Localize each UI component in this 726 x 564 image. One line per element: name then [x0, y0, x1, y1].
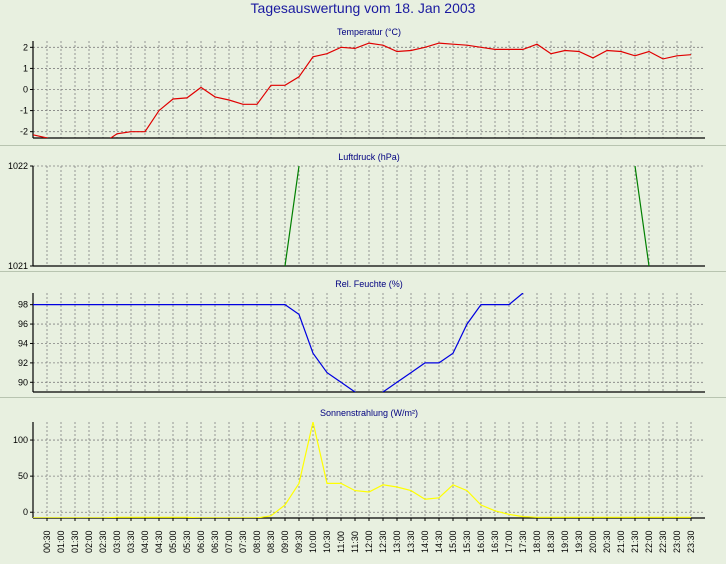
y-tick-label: 96: [18, 319, 28, 329]
panel-title: Rel. Feuchte (%): [335, 279, 403, 289]
x-tick-label: 06:00: [196, 530, 206, 553]
x-tick-label: 14:00: [420, 530, 430, 553]
series-line: [284, 166, 300, 266]
x-tick-label: 12:00: [364, 530, 374, 553]
x-tick-label: 12:30: [378, 530, 388, 553]
x-tick-label: 05:30: [182, 530, 192, 553]
y-tick-label: 50: [18, 471, 28, 481]
y-tick-label: -2: [20, 127, 28, 137]
series-line: [33, 42, 692, 138]
x-tick-label: 02:00: [84, 530, 94, 553]
x-tick-label: 17:30: [518, 530, 528, 553]
x-tick-label: 10:30: [322, 530, 332, 553]
page-title: Tagesauswertung vom 18. Jan 2003: [250, 0, 476, 16]
panel-divider: [0, 271, 726, 272]
panel-title: Temperatur (°C): [337, 27, 401, 37]
x-tick-label: 15:30: [462, 530, 472, 553]
x-tick-label: 09:30: [294, 530, 304, 553]
x-tick-label: 19:30: [574, 530, 584, 553]
x-tick-label: 13:00: [392, 530, 402, 553]
x-tick-label: 20:00: [588, 530, 598, 553]
y-tick-label: 98: [18, 300, 28, 310]
x-tick-label: 22:30: [658, 530, 668, 553]
x-tick-label: 07:00: [224, 530, 234, 553]
y-tick-label: 1022: [8, 161, 28, 171]
panel-divider: [0, 145, 726, 146]
x-tick-label: 23:30: [686, 530, 696, 553]
x-tick-label: 03:30: [126, 530, 136, 553]
panel-title: Sonnenstrahlung (W/m²): [320, 408, 418, 418]
panel-divider: [0, 397, 726, 398]
x-tick-label: 21:30: [630, 530, 640, 553]
x-tick-label: 10:00: [308, 530, 318, 553]
x-tick-label: 04:30: [154, 530, 164, 553]
x-tick-label: 08:30: [266, 530, 276, 553]
x-tick-label: 21:00: [616, 530, 626, 553]
series-line: [33, 293, 524, 392]
x-tick-label: 00:30: [42, 530, 52, 553]
y-tick-label: 0: [23, 85, 28, 95]
x-tick-label: 20:30: [602, 530, 612, 553]
x-tick-label: 18:30: [546, 530, 556, 553]
y-tick-label: 92: [18, 358, 28, 368]
x-tick-label: 22:00: [644, 530, 654, 553]
y-tick-label: 94: [18, 338, 28, 348]
y-tick-label: 100: [13, 435, 28, 445]
x-tick-label: 07:30: [238, 530, 248, 553]
y-tick-label: -1: [20, 106, 28, 116]
x-tick-label: 09:00: [280, 530, 290, 553]
y-tick-label: 2: [23, 42, 28, 52]
series-line: [634, 166, 650, 266]
y-tick-label: 90: [18, 377, 28, 387]
x-tick-label: 16:30: [490, 530, 500, 553]
x-tick-label: 02:30: [98, 530, 108, 553]
x-tick-label: 19:00: [560, 530, 570, 553]
x-tick-label: 01:30: [70, 530, 80, 553]
x-tick-label: 05:00: [168, 530, 178, 553]
x-tick-label: 03:00: [112, 530, 122, 553]
x-tick-label: 11:00: [336, 531, 346, 553]
x-tick-label: 13:30: [406, 530, 416, 553]
x-tick-label: 11:30: [350, 531, 360, 553]
y-tick-label: 1021: [8, 261, 28, 271]
x-tick-label: 14:30: [434, 530, 444, 553]
x-tick-label: 18:00: [532, 530, 542, 553]
x-tick-label: 06:30: [210, 530, 220, 553]
x-tick-label: 04:00: [140, 530, 150, 553]
y-tick-label: 0: [23, 507, 28, 517]
series-line: [33, 422, 691, 518]
x-tick-label: 15:00: [448, 530, 458, 553]
panel-title: Luftdruck (hPa): [338, 152, 400, 162]
y-tick-label: 1: [23, 63, 28, 73]
x-tick-label: 23:00: [672, 530, 682, 553]
x-tick-label: 01:00: [56, 530, 66, 553]
x-tick-label: 17:00: [504, 530, 514, 553]
x-tick-label: 08:00: [252, 530, 262, 553]
x-tick-label: 16:00: [476, 530, 486, 553]
